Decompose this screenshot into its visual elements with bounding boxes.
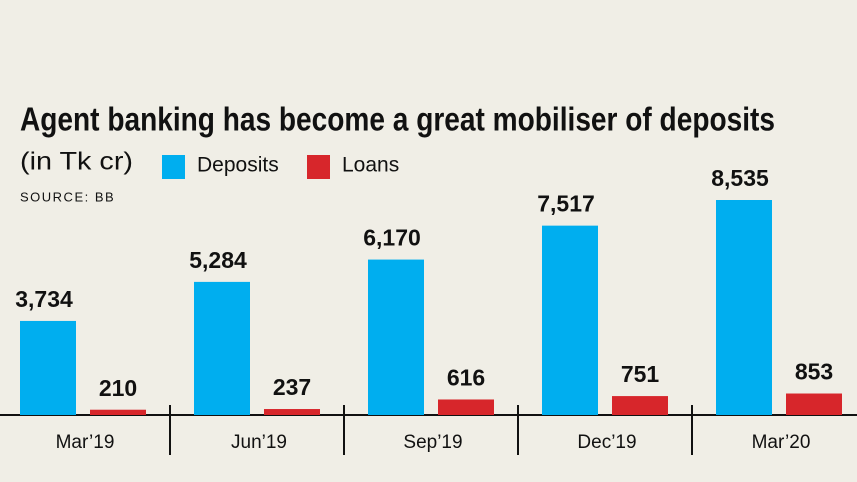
- bar: [786, 393, 842, 415]
- value-label: 8,535: [711, 165, 769, 191]
- value-label: 751: [621, 361, 660, 387]
- x-tick-label: Sep’19: [403, 432, 462, 453]
- value-label: 210: [99, 375, 137, 401]
- x-tick-label: Mar’20: [752, 432, 811, 453]
- bar: [90, 409, 146, 415]
- source: SOURCE: BB: [20, 189, 115, 204]
- x-tick-label: Dec’19: [577, 432, 636, 453]
- value-label: 7,517: [537, 191, 595, 217]
- legend-swatch: [307, 155, 330, 179]
- value-label: 616: [447, 365, 485, 391]
- bar: [612, 396, 668, 415]
- bar: [264, 409, 320, 415]
- value-label: 6,170: [363, 225, 421, 251]
- chart-title: Agent banking has become a great mobilis…: [20, 101, 775, 138]
- chart-subtitle: (in Tk cr): [20, 148, 133, 176]
- bar: [542, 225, 598, 415]
- value-label: 237: [273, 374, 311, 400]
- bar: [20, 320, 76, 415]
- value-label: 5,284: [189, 247, 247, 273]
- bar: [716, 200, 772, 415]
- bar: [194, 281, 250, 415]
- x-tick-label: Mar’19: [56, 432, 115, 453]
- x-tick-label: Jun’19: [231, 432, 287, 453]
- legend-label: Deposits: [197, 154, 279, 177]
- value-label: 853: [795, 359, 833, 385]
- bar: [438, 399, 494, 415]
- value-label: 3,734: [15, 286, 73, 312]
- legend-label: Loans: [342, 154, 399, 177]
- legend-swatch: [162, 155, 185, 179]
- bar: [368, 259, 424, 415]
